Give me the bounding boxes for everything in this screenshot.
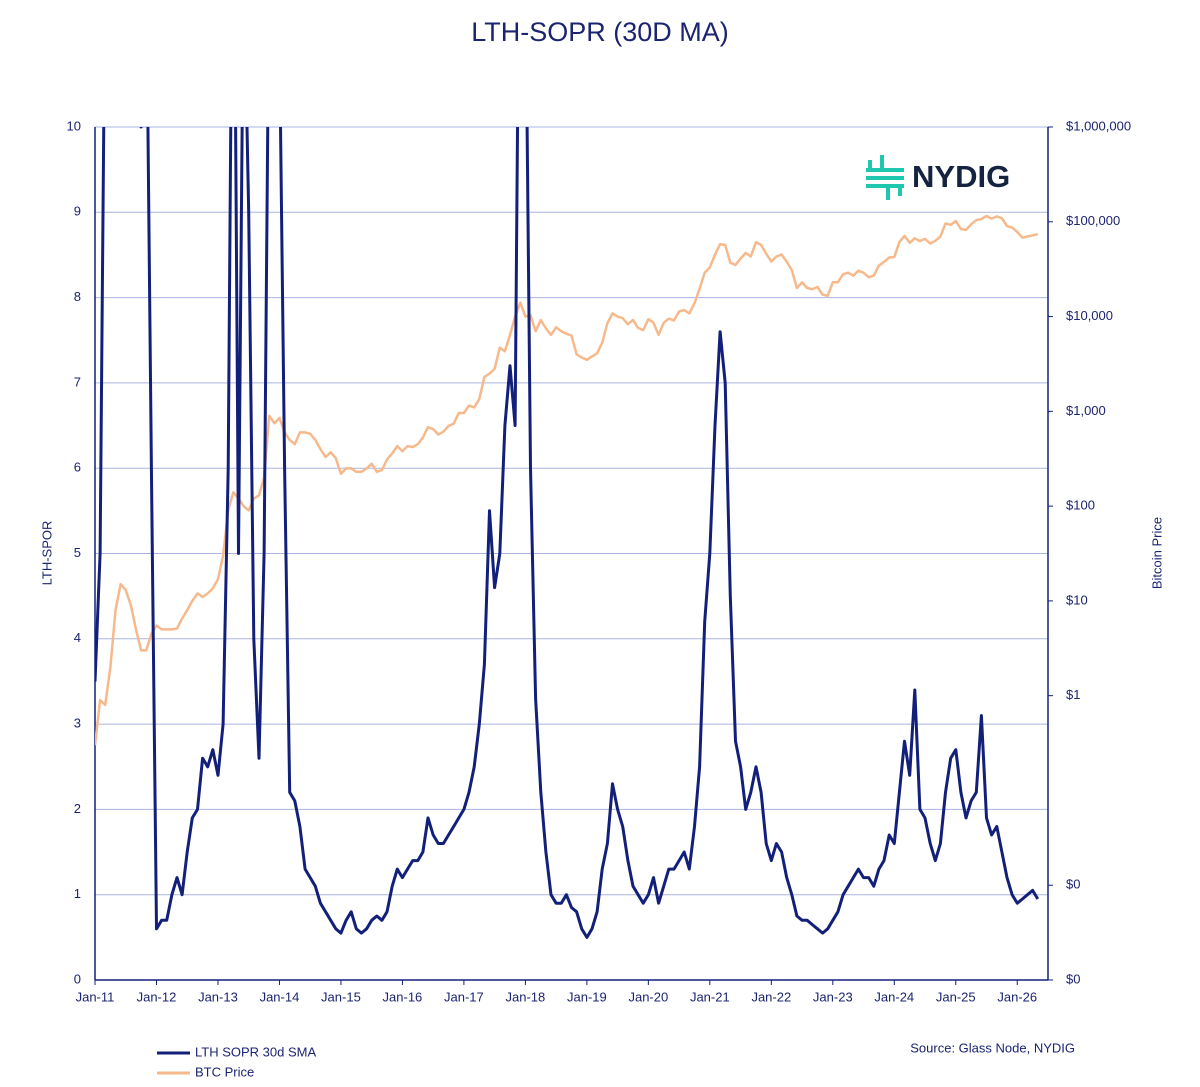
chart-title: LTH-SOPR (30D MA) xyxy=(471,17,729,47)
y-tick-label: 0 xyxy=(74,971,81,986)
x-tick-label: Jan-25 xyxy=(936,989,976,1004)
y2-tick-label: $1 xyxy=(1066,687,1080,702)
legend-label: LTH SOPR 30d SMA xyxy=(195,1044,316,1059)
y-tick-label: 5 xyxy=(74,545,81,560)
y-tick-label: 4 xyxy=(74,630,81,645)
y2-tick-label: $0 xyxy=(1066,971,1080,986)
x-tick-label: Jan-24 xyxy=(874,989,914,1004)
y-tick-label: 3 xyxy=(74,716,81,731)
y-tick-label: 6 xyxy=(74,460,81,475)
logo: NYDIG xyxy=(866,155,1010,200)
y2-tick-label: $1,000,000 xyxy=(1066,118,1131,133)
y-tick-label: 1 xyxy=(74,886,81,901)
x-tick-label: Jan-18 xyxy=(506,989,546,1004)
y2-tick-label: $1,000 xyxy=(1066,403,1106,418)
y2-tick-label: $0 xyxy=(1066,877,1080,892)
y-tick-label: 7 xyxy=(74,374,81,389)
logo-text: NYDIG xyxy=(912,159,1010,194)
x-tick-label: Jan-19 xyxy=(567,989,607,1004)
y2-tick-label: $10,000 xyxy=(1066,308,1113,323)
y2-tick-label: $100,000 xyxy=(1066,213,1120,228)
y2-axis-label: Bitcoin Price xyxy=(1149,517,1164,589)
legend-label: BTC Price xyxy=(195,1064,254,1079)
y-tick-label: 9 xyxy=(74,204,81,219)
y-tick-label: 8 xyxy=(74,289,81,304)
x-tick-label: Jan-22 xyxy=(751,989,791,1004)
x-tick-label: Jan-20 xyxy=(628,989,668,1004)
source-note: Source: Glass Node, NYDIG xyxy=(910,1040,1075,1055)
data-line xyxy=(95,127,1040,939)
x-tick-label: Jan-15 xyxy=(321,989,361,1004)
x-tick-label: Jan-14 xyxy=(260,989,300,1004)
y-tick-label: 10 xyxy=(67,118,81,133)
y2-tick-label: $100 xyxy=(1066,498,1095,513)
x-tick-label: Jan-13 xyxy=(198,989,238,1004)
x-tick-label: Jan-12 xyxy=(137,989,177,1004)
logo-icon xyxy=(866,155,904,200)
y-axis-label: LTH-SPOR xyxy=(39,521,54,586)
x-tick-label: Jan-21 xyxy=(690,989,730,1004)
x-tick-label: Jan-26 xyxy=(997,989,1037,1004)
y-tick-label: 2 xyxy=(74,801,81,816)
x-tick-label: Jan-17 xyxy=(444,989,484,1004)
x-tick-label: Jan-11 xyxy=(76,989,115,1004)
x-tick-label: Jan-23 xyxy=(813,989,853,1004)
y2-tick-label: $10 xyxy=(1066,592,1088,607)
x-tick-label: Jan-16 xyxy=(383,989,423,1004)
